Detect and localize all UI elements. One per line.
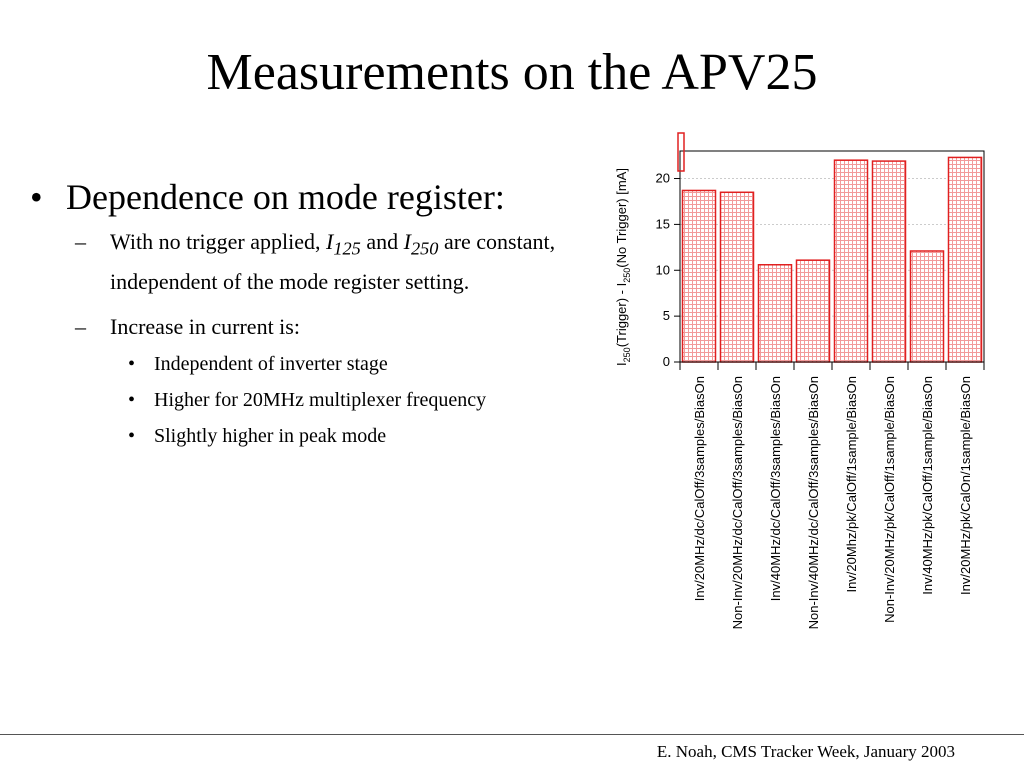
subbullet-increase: – Increase in current is: [75,310,590,343]
subbullet-no-trigger: – With no trigger applied, I125 and I250… [75,225,590,298]
x-tick-label: Non-Inv/20MHz/pk/CalOff/1sample/BiasOn [882,376,897,623]
overflow-marker [677,132,685,172]
bar-chart: 0 5 10 15 20 Inv/20MHz/dc/CalOff/3samples/Bia… [614,132,985,629]
ylabel-part: I [614,362,629,366]
bar [681,189,717,363]
y-axis-label: I250(Trigger) - I250(No Trigger) [mA] [614,168,632,366]
y-tick-label: 5 [663,308,670,323]
subbullet-text: Increase in current is: [110,314,300,340]
subbullet-text: With no trigger applied, I125 and I250 a… [110,225,590,298]
symbol-letter: I [326,229,334,254]
symbol-letter: I [403,229,411,254]
bar [947,156,983,363]
i250-symbol: I250 [403,229,439,258]
bar [795,259,831,363]
subsubbullet-text: Independent of inverter stage [154,353,388,376]
x-tick-label: Inv/20MHz/pk/CalOn/1sample/BiasOn [958,376,973,595]
subsubbullet-text: Slightly higher in peak mode [154,425,387,448]
subsubbullet-text: Higher for 20MHz multiplexer frequency [154,389,487,412]
bar [871,160,907,363]
text-part: and [360,229,404,254]
subsubbullet: • Independent of inverter stage [128,351,590,377]
bullet-marker: • [30,177,43,217]
symbol-sub: 250 [410,238,439,259]
bullet-text: Dependence on mode register: [66,177,505,217]
ylabel-part: (No Trigger) [mA] [614,168,629,268]
text-part: With no trigger applied, [110,229,327,254]
x-tick-label: Non-Inv/20MHz/dc/CalOff/3samples/BiasOn [730,376,745,629]
x-tick-label: Inv/20MHz/dc/CalOff/3samples/BiasOn [692,376,707,601]
ylabel-sub: 250 [622,268,632,283]
ylabel-sub: 250 [622,347,632,362]
bullet-marker: • [128,425,136,448]
text-part: are constant, independent of the mode re… [110,229,556,295]
ylabel-part: (Trigger) - I [614,283,629,348]
subsubbullet: • Higher for 20MHz multiplexer frequency [128,387,590,413]
y-tick-label: 20 [656,171,670,186]
bar [833,159,869,363]
symbol-sub: 125 [333,238,361,259]
bullet-marker: • [128,389,136,412]
bullet-list: • Dependence on mode register: – With no… [30,175,590,449]
footer-divider [0,734,1024,735]
dash-marker: – [75,229,86,254]
subsubbullet: • Slightly higher in peak mode [128,423,590,449]
bullet-level1: • Dependence on mode register: [30,175,590,219]
x-tick-label: Inv/40MHz/pk/CalOff/1sample/BiasOn [920,376,935,595]
y-tick-label: 15 [656,216,670,231]
y-tick-label: 0 [663,354,670,369]
x-tick-label: Inv/20Mhz/pk/CalOff/1sample/BiasOn [844,376,859,593]
bar [757,264,793,363]
bar [909,250,945,363]
dash-marker: – [75,314,86,340]
footer-credit: E. Noah, CMS Tracker Week, January 2003 [656,742,955,761]
x-tick-label: Inv/40MHz/dc/CalOff/3samples/BiasOn [768,376,783,601]
bullet-marker: • [128,353,136,376]
y-tick-label: 10 [656,262,670,277]
x-tick-label: Non-Inv/40MHz/dc/CalOff/3samples/BiasOn [806,376,821,629]
i125-symbol: I125 [326,229,361,258]
slide-title: Measurements on the APV25 [206,44,818,101]
bar [719,191,755,363]
